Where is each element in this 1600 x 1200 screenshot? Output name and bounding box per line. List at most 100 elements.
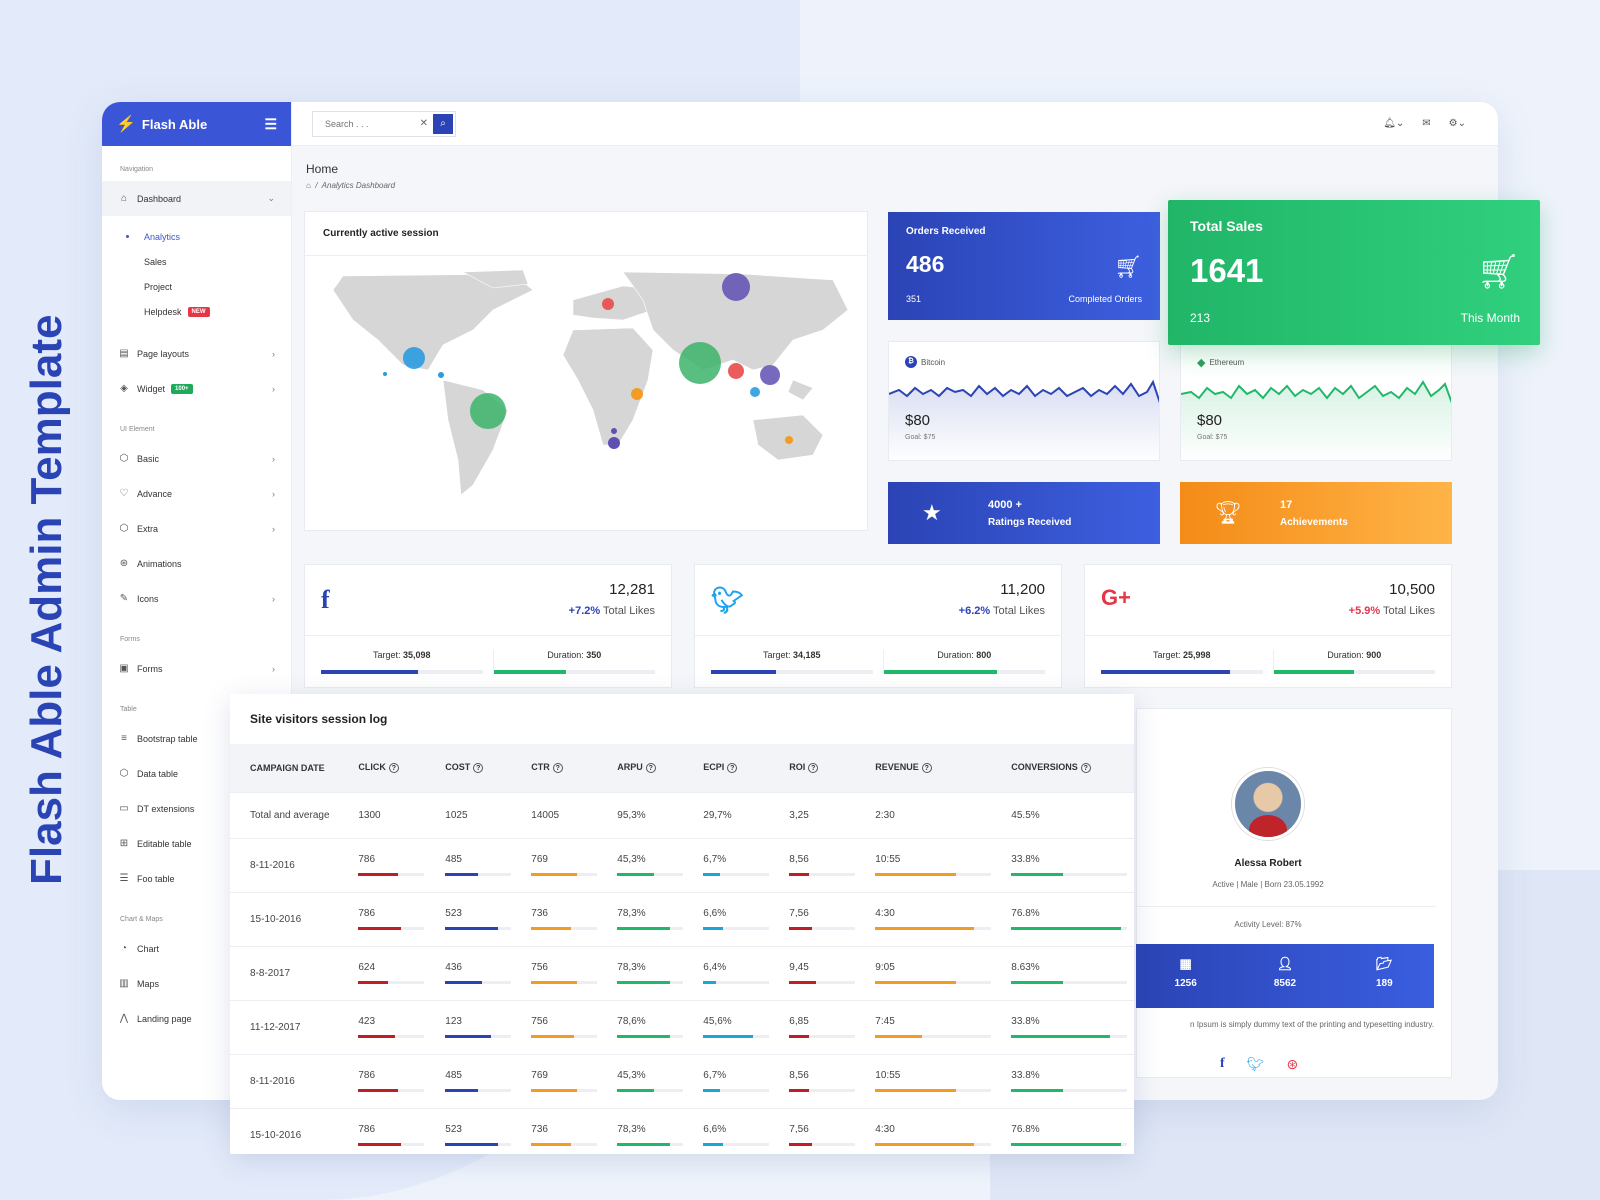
table-cell: 523 bbox=[425, 891, 512, 946]
search-input[interactable] bbox=[313, 118, 413, 129]
help-icon[interactable]: ? bbox=[645, 763, 656, 774]
count-badge: 100+ bbox=[171, 383, 193, 394]
profile-stat: ▦ 1256 bbox=[1136, 944, 1235, 1008]
sidebar-item-landing-page[interactable]: ⋀ Landing page bbox=[102, 1001, 291, 1036]
hamburger-icon[interactable]: ☰ bbox=[264, 115, 277, 132]
column-header[interactable]: ARPU? bbox=[597, 744, 684, 792]
column-header[interactable]: CTR? bbox=[511, 744, 598, 792]
sidebar-item-extra[interactable]: ⬡ Extra › bbox=[102, 511, 291, 546]
column-header[interactable]: COST? bbox=[425, 744, 512, 792]
cell-value: 78,6% bbox=[617, 1016, 646, 1027]
table-row[interactable]: 8-11-2016 786 485 769 45,3% 6,7% 8,56 10:55 33.8… bbox=[230, 1053, 1134, 1108]
cell-value: 523 bbox=[445, 1124, 462, 1136]
sidebar-item-advance[interactable]: ♡ Advance › bbox=[102, 476, 291, 511]
cell-value: 8.63% bbox=[1011, 962, 1040, 973]
metric-bar bbox=[1011, 981, 1128, 984]
table-row[interactable]: 11-12-2017 423 123 756 78,6% 45,6% 6,85 7:45 33.… bbox=[230, 999, 1134, 1054]
column-header[interactable]: ROI? bbox=[769, 744, 856, 792]
table-cell: 2:30 bbox=[855, 791, 992, 838]
help-icon[interactable]: ? bbox=[1080, 763, 1091, 774]
facebook-icon[interactable]: f bbox=[1220, 1056, 1225, 1071]
table-cell: 786 bbox=[338, 891, 426, 946]
sidebar-item-editable-table[interactable]: ⊞ Editable table bbox=[102, 826, 291, 861]
profile-stats: ▦ 1256 👤︎ 8562 📂︎ 189 bbox=[1136, 944, 1434, 1008]
cell-value: 6,6% bbox=[703, 1124, 727, 1136]
metric-bar-fill bbox=[531, 981, 578, 984]
table-row[interactable]: 8-8-2017 624 436 756 78,3% 6,4% 9,45 9:05 8.63% bbox=[230, 945, 1134, 1000]
feather-icon: ✎ bbox=[119, 593, 129, 604]
help-icon[interactable]: ? bbox=[921, 763, 932, 774]
metric-bar-fill bbox=[703, 1089, 720, 1092]
table-cell: 8-8-2017 bbox=[230, 945, 339, 1000]
table-cell: 78,3% bbox=[597, 891, 684, 946]
cell-value: 485 bbox=[445, 854, 462, 865]
profile-info: Active | Male | Born 23.05.1992 bbox=[1212, 880, 1324, 889]
help-icon[interactable]: ? bbox=[727, 763, 738, 774]
metric-bar-fill bbox=[445, 927, 499, 930]
bell-icon[interactable]: 🔔︎⌄ bbox=[1383, 118, 1405, 129]
dribbble-icon[interactable]: ⊛ bbox=[1286, 1056, 1299, 1072]
sidebar-subitem-helpdesk[interactable]: Helpdesk NEW bbox=[102, 299, 291, 324]
table-row[interactable]: 15-10-2016 786 523 736 78,3% 6,6% 7,56 4:30 76.8… bbox=[230, 1107, 1134, 1154]
sidebar-item-forms[interactable]: ▣ Forms › bbox=[102, 651, 291, 686]
column-header[interactable]: CAMPAIGN DATE bbox=[230, 744, 339, 792]
sidebar-item-foo-table[interactable]: ☰ Foo table bbox=[102, 861, 291, 896]
metric-bar-fill bbox=[703, 981, 717, 984]
table-cell: 9:05 bbox=[855, 945, 992, 1000]
help-icon[interactable]: ? bbox=[473, 763, 484, 774]
mail-icon[interactable]: ✉ bbox=[1422, 118, 1431, 129]
chevron-right-icon: › bbox=[272, 523, 275, 534]
metric-bar bbox=[789, 927, 856, 930]
table-cell: 95,3% bbox=[597, 791, 684, 838]
metric-bar-fill bbox=[358, 981, 389, 984]
gear-icon[interactable]: ⚙⌄ bbox=[1448, 118, 1466, 129]
sidebar-subitem-analytics[interactable]: Analytics bbox=[102, 224, 291, 249]
metric-bar-fill bbox=[1011, 873, 1064, 876]
sidebar-item-widget[interactable]: ◈ Widget 100+ › bbox=[102, 371, 291, 406]
sidebar-subitem-sales[interactable]: Sales bbox=[144, 256, 167, 267]
sidebar-item-maps[interactable]: ▥ Maps bbox=[102, 966, 291, 1001]
sidebar-item-label: Maps bbox=[137, 978, 160, 989]
metric-bar bbox=[445, 1089, 512, 1092]
metric-bar-fill bbox=[703, 1143, 724, 1147]
table-cell: 78,3% bbox=[597, 1107, 684, 1154]
calendar-icon: ▦ bbox=[1179, 956, 1192, 971]
metric-bar bbox=[875, 1089, 992, 1092]
column-header[interactable]: ECPI? bbox=[683, 744, 770, 792]
brand[interactable]: ⚡ Flash Able ☰ bbox=[102, 102, 291, 146]
sidebar-item-animations[interactable]: ⊛ Animations bbox=[102, 546, 291, 581]
table-row[interactable]: 15-10-2016 786 523 736 78,3% 6,6% 7,56 4:30 76.8… bbox=[230, 891, 1134, 946]
help-icon[interactable]: ? bbox=[808, 763, 819, 774]
column-header-label: CLICK bbox=[358, 762, 386, 773]
cell-value: 786 bbox=[358, 854, 376, 865]
cell-value: 436 bbox=[445, 962, 462, 973]
table-cell: 15-10-2016 bbox=[230, 1107, 339, 1154]
column-header[interactable]: CLICK? bbox=[338, 744, 426, 792]
help-icon[interactable]: ? bbox=[552, 763, 563, 774]
column-header-label: ARPU bbox=[617, 762, 643, 773]
table-cell: 33.8% bbox=[991, 1053, 1134, 1108]
help-icon[interactable]: ? bbox=[388, 763, 399, 774]
column-header[interactable]: REVENUE? bbox=[855, 744, 992, 792]
table-cell: 4:30 bbox=[855, 1107, 992, 1154]
sidebar-item-data-table[interactable]: ⬡ Data table bbox=[102, 756, 291, 791]
metric-bar bbox=[1011, 1089, 1128, 1092]
table-cell: 33.8% bbox=[991, 999, 1134, 1054]
metric-bar-fill bbox=[703, 873, 720, 876]
sidebar-item-dashboard[interactable]: ⌂ Dashboard ⌄ bbox=[102, 181, 291, 216]
sidebar-item-dt-extensions[interactable]: ▭ DT extensions bbox=[102, 791, 291, 826]
sidebar-subitem-project[interactable]: Project bbox=[144, 281, 173, 292]
sidebar-item-label: Extra bbox=[137, 523, 159, 534]
sidebar-item-icons[interactable]: ✎ Icons › bbox=[102, 581, 291, 616]
search-button[interactable]: ⌕ bbox=[433, 113, 453, 134]
sidebar-item-page-layouts[interactable]: ▤ Page layouts › bbox=[102, 336, 291, 371]
twitter-icon[interactable]: 🐦︎ bbox=[1246, 1056, 1265, 1072]
table-row[interactable]: 8-11-2016 786 485 769 45,3% 6,7% 8,56 10:55 33.8… bbox=[230, 837, 1134, 892]
sidebar-item-bootstrap-table[interactable]: ≡ Bootstrap table bbox=[102, 721, 291, 756]
sidebar-item-basic[interactable]: ⬡ Basic › bbox=[102, 441, 291, 476]
column-header[interactable]: CONVERSIONS? bbox=[991, 744, 1134, 792]
close-icon[interactable]: ✕ bbox=[419, 118, 428, 129]
cell-value: 9:05 bbox=[875, 962, 895, 973]
metric-bar bbox=[531, 1143, 598, 1147]
sidebar-item-chart[interactable]: ◔ Chart bbox=[102, 931, 291, 966]
